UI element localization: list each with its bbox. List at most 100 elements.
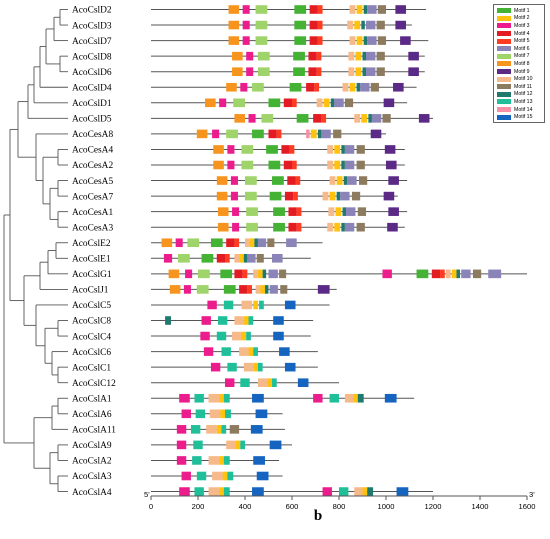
legend-swatch <box>497 53 511 59</box>
motif-1-box <box>293 51 305 61</box>
motif-11-box <box>382 114 391 123</box>
motif-10-box <box>253 269 258 279</box>
motif-12-box <box>317 129 322 139</box>
motif-2-box <box>334 160 341 170</box>
motif-10-box <box>348 67 355 76</box>
legend-label: Motif 1 <box>514 7 530 14</box>
motif-3-box <box>207 300 217 310</box>
axis-tick-label: 0 <box>149 502 153 511</box>
motif-6-box <box>344 222 355 232</box>
motif-15-box <box>252 393 264 403</box>
motif-7-box <box>233 98 245 108</box>
motif-6-box <box>371 114 382 123</box>
motif-7-box <box>257 67 270 76</box>
motif-11-box <box>356 160 365 170</box>
motif-15-box <box>396 487 409 496</box>
motif-7-box <box>198 269 210 279</box>
motif-2-box <box>356 36 363 45</box>
gene-row-AcoCslC12: AcoCslC12 <box>72 378 339 389</box>
motif-2-box <box>253 300 258 310</box>
motif-8-box <box>213 145 224 154</box>
motif-3-box <box>232 207 240 216</box>
motif-15-box <box>284 362 296 372</box>
motif-2-box <box>260 285 265 294</box>
motif-3-box <box>203 347 214 356</box>
legend-swatch <box>497 23 511 29</box>
gene-row-AcoCslJ1: AcoCslJ1 <box>72 285 337 296</box>
motif-10-box <box>344 393 354 403</box>
motif-1-box <box>272 176 284 185</box>
motif-2-box <box>356 5 363 14</box>
gene-row-AcoCslD1: AcoCslD1 <box>72 98 408 109</box>
axis-tick-label: 1000 <box>378 502 395 511</box>
legend-swatch <box>497 61 511 67</box>
motif-12-box <box>336 191 341 201</box>
motif-12-box <box>362 51 367 61</box>
gene-label: AcoCslD5 <box>72 115 112 125</box>
gene-row-AcoCslD4: AcoCslD4 <box>72 82 417 93</box>
motif-7-box <box>246 222 258 232</box>
motif-3-box <box>232 222 240 232</box>
motif-3-box <box>382 269 392 279</box>
motif-3-box <box>210 362 221 372</box>
gene-row-AcoCslA6: AcoCslA6 <box>72 409 283 420</box>
legend-entry: Motif 10 <box>497 75 542 83</box>
legend-label: Motif 8 <box>514 60 530 67</box>
motif-10-box <box>348 51 355 61</box>
motif-8-box <box>228 20 240 30</box>
motif-11-box <box>370 82 379 92</box>
motif-13-box <box>196 471 207 481</box>
gene-row-AcoCslD5: AcoCslD5 <box>72 114 433 125</box>
gene-label: AcoCslG1 <box>72 270 112 280</box>
gene-label: AcoCslC8 <box>72 317 111 327</box>
motif-13-box <box>240 440 245 450</box>
motif-13-box <box>246 331 251 341</box>
motif-10-box <box>239 347 249 356</box>
motif-4-box <box>284 191 294 201</box>
motif-10-box <box>445 269 451 279</box>
motif-3-box <box>181 471 191 481</box>
legend-label: Motif 2 <box>514 15 530 22</box>
motif-12-box <box>357 393 364 403</box>
motif-2-box <box>355 67 362 76</box>
gene-label: AcoCslD2 <box>72 6 112 16</box>
motif-4-box <box>309 20 318 30</box>
motif-4-box <box>288 207 297 216</box>
motif-13-box <box>194 393 204 403</box>
motif-11-box <box>333 129 342 139</box>
motif-9-box <box>395 5 406 14</box>
motif-4-box <box>306 82 315 92</box>
motif-3-box <box>227 145 235 154</box>
motif-legend: Motif 1 Motif 2 Motif 3 Motif 4 Motif 5 Motif… <box>493 4 545 123</box>
legend-swatch <box>497 99 511 105</box>
motif-8-box <box>168 269 180 279</box>
motif-13-box <box>223 456 230 465</box>
legend-label: Motif 4 <box>514 30 530 37</box>
motif-12-box <box>341 145 345 154</box>
motif-3-box <box>240 82 248 92</box>
motif-6-box <box>344 145 355 154</box>
gene-row-AcoCslD8: AcoCslD8 <box>72 51 425 62</box>
motif-5-box <box>296 222 302 232</box>
legend-swatch <box>497 91 511 97</box>
motif-2-box <box>220 409 226 419</box>
motif-9-box <box>317 285 330 294</box>
legend-label: Motif 7 <box>514 53 530 60</box>
motif-10-box <box>209 409 221 419</box>
gene-row-AcoCslD2: AcoCslD2 <box>72 5 426 16</box>
gene-row-AcoCslD6: AcoCslD6 <box>72 67 425 78</box>
motif-1-box <box>294 36 307 45</box>
motif-5-box <box>440 269 445 279</box>
motif-3-box <box>183 285 191 294</box>
motif-11-box <box>267 238 275 248</box>
motif-15-box <box>255 409 268 419</box>
motif-4-box <box>308 67 317 76</box>
legend-label: Motif 11 <box>514 83 533 90</box>
gene-label: AcoCslD3 <box>72 21 112 31</box>
scale-start-label: 5' <box>144 490 150 499</box>
motif-8-box <box>217 222 229 232</box>
motif-10-box <box>208 393 220 403</box>
scale-axis: 0 200 400 600 800 1000 1200 1400 1600 5' 3' <box>144 490 535 511</box>
motif-5-box <box>242 269 248 279</box>
motif-12-box <box>243 254 248 263</box>
